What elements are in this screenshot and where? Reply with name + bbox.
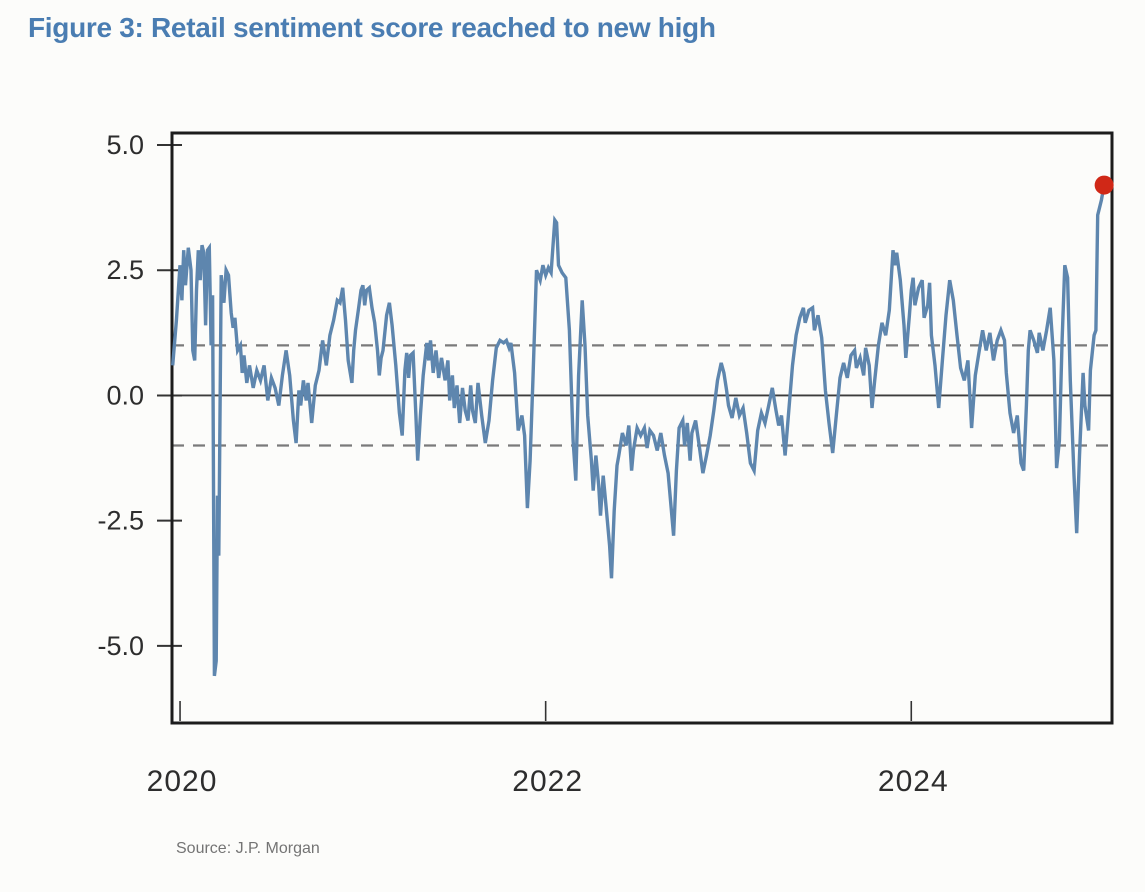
y-tick-label: 5.0 — [106, 130, 144, 160]
sentiment-line — [171, 184, 1106, 677]
x-tick-label: 2022 — [512, 765, 583, 798]
y-tick-label: -2.5 — [97, 506, 144, 536]
figure-title: Figure 3: Retail sentiment score reached… — [28, 12, 716, 43]
source-note: Source: J.P. Morgan — [176, 840, 320, 857]
latest-point-marker — [1094, 175, 1114, 195]
y-tick-label: 2.5 — [106, 255, 144, 285]
x-tick-label: 2024 — [878, 765, 949, 798]
plot-border — [170, 131, 1114, 725]
y-tick-label: -5.0 — [97, 631, 144, 661]
x-tick-label: 2020 — [147, 765, 218, 798]
y-tick-label: 0.0 — [106, 380, 144, 410]
